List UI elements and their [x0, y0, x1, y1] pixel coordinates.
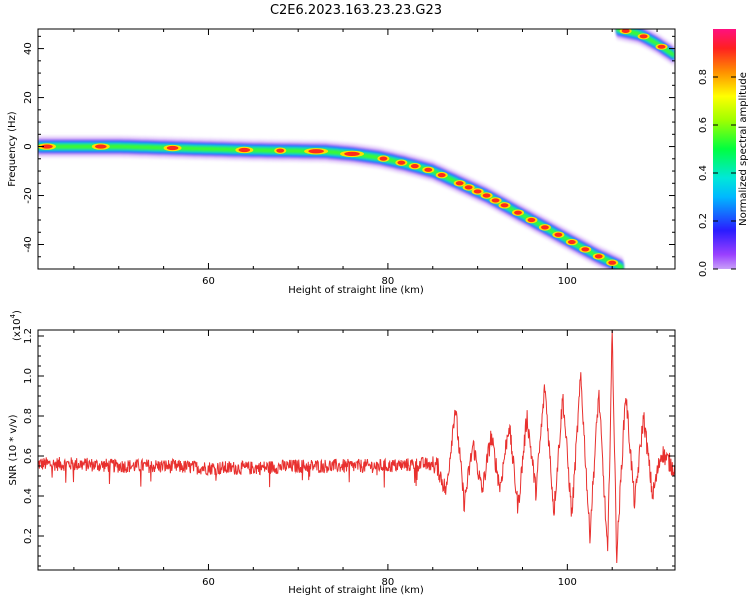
y-tick-label: 0.2: [23, 528, 34, 544]
snr-xlabel: Height of straight line (km): [288, 585, 424, 596]
snr-scale-label: (x104): [9, 310, 23, 341]
snr-scale-exp: 4: [9, 313, 17, 318]
x-tick-label: 100: [558, 577, 577, 588]
spectrogram-ylabel: Frequency (Hz): [7, 111, 18, 187]
ridge-peak: [581, 247, 590, 252]
snr-scale-base: (x10: [12, 318, 23, 341]
ridge-peak: [379, 156, 388, 161]
ridge-peak: [410, 164, 419, 169]
svg-text:(x104): (x104): [9, 310, 23, 341]
ridge-peak: [567, 239, 576, 245]
upper-ridge-peak: [657, 44, 666, 49]
x-tick-label: 60: [202, 577, 215, 588]
ridge-peak: [608, 260, 617, 265]
ridge-peak: [166, 145, 179, 151]
ridge-peak: [41, 144, 53, 149]
y-tick-label: -20: [23, 187, 34, 203]
spectrogram-xlabel: Height of straight line (km): [288, 285, 424, 296]
snr-frame: [37, 329, 676, 571]
x-tick-label: 100: [558, 276, 577, 287]
colorbar-tick-label: 0.8: [698, 69, 709, 85]
upper-ridge-peak: [621, 29, 630, 33]
ridge-peak: [276, 148, 285, 153]
y-tick-label: 1.2: [23, 328, 34, 344]
spectrogram-frame: [37, 28, 676, 270]
ridge-peak: [424, 167, 433, 172]
ridge-peak: [437, 173, 446, 178]
spectrogram-ridge: [38, 145, 623, 269]
y-tick-label: 40: [23, 42, 34, 55]
ridge-peak: [500, 203, 509, 208]
ridge-peak: [238, 147, 251, 153]
ridge-peak: [541, 225, 549, 230]
colorbar: 0.0 0.2 0.4 0.6 0.8 Normalized spectral ampl…: [698, 29, 749, 277]
ridge-peak: [554, 232, 563, 237]
colorbar-tick-label: 0.4: [698, 165, 709, 181]
ridge-peak: [594, 254, 603, 259]
snr-ylabel: SNR (10 * v/v): [8, 414, 19, 485]
ridge-peak: [308, 149, 324, 154]
y-tick-label: 0.8: [23, 408, 34, 424]
spectrogram-panel: 60 80 100 40 20 0 -20 -40 Height of straight li…: [7, 28, 676, 296]
spectrogram-axes: 60 80 100 40 20 0 -20 -40: [23, 29, 675, 287]
colorbar-tick-label: 0.6: [698, 117, 709, 133]
y-tick-label: 20: [23, 91, 34, 104]
y-tick-label: -40: [23, 236, 34, 252]
y-tick-label: 0: [23, 143, 34, 149]
upper-ridge-peak: [639, 34, 648, 39]
x-tick-label: 80: [382, 276, 395, 287]
spectrogram-upper-ridge: [616, 29, 675, 62]
colorbar-gradient: [713, 29, 736, 269]
snr-axes: 60 80 100 0.2 0.4 0.6 0.8 1.0 1.2: [23, 328, 675, 588]
colorbar-label: Normalized spectral amplitude: [738, 72, 749, 226]
snr-panel: 60 80 100 0.2 0.4 0.6 0.8 1.0 1.2 Height of stra…: [8, 310, 676, 596]
spectrogram-heatmap: [38, 29, 675, 269]
ridge-peak: [94, 144, 107, 149]
ridge-peak: [482, 193, 491, 198]
ridge-peak: [473, 189, 482, 194]
x-tick-label: 60: [202, 276, 215, 287]
snr-series-line: [38, 330, 675, 563]
ridge-peak: [514, 210, 522, 215]
colorbar-tick-label: 0.0: [698, 261, 709, 277]
chart-title: C2E6.2023.163.23.23.G23: [270, 3, 442, 18]
ridge-peak: [464, 185, 473, 190]
colorbar-tick-label: 0.2: [698, 213, 709, 229]
y-tick-label: 0.6: [23, 448, 34, 464]
ridge-peak: [455, 181, 464, 186]
y-tick-label: 0.4: [23, 488, 34, 504]
x-tick-label: 80: [382, 577, 395, 588]
spectrogram-ridge: [38, 138, 623, 269]
ridge-peak: [344, 151, 360, 156]
ridge-peak: [527, 217, 536, 223]
colorbar-ticks: 0.0 0.2 0.4 0.6 0.8: [698, 69, 736, 277]
ridge-peak: [491, 198, 500, 203]
y-tick-label: 1.0: [23, 368, 34, 384]
ridge-peak: [397, 160, 406, 165]
